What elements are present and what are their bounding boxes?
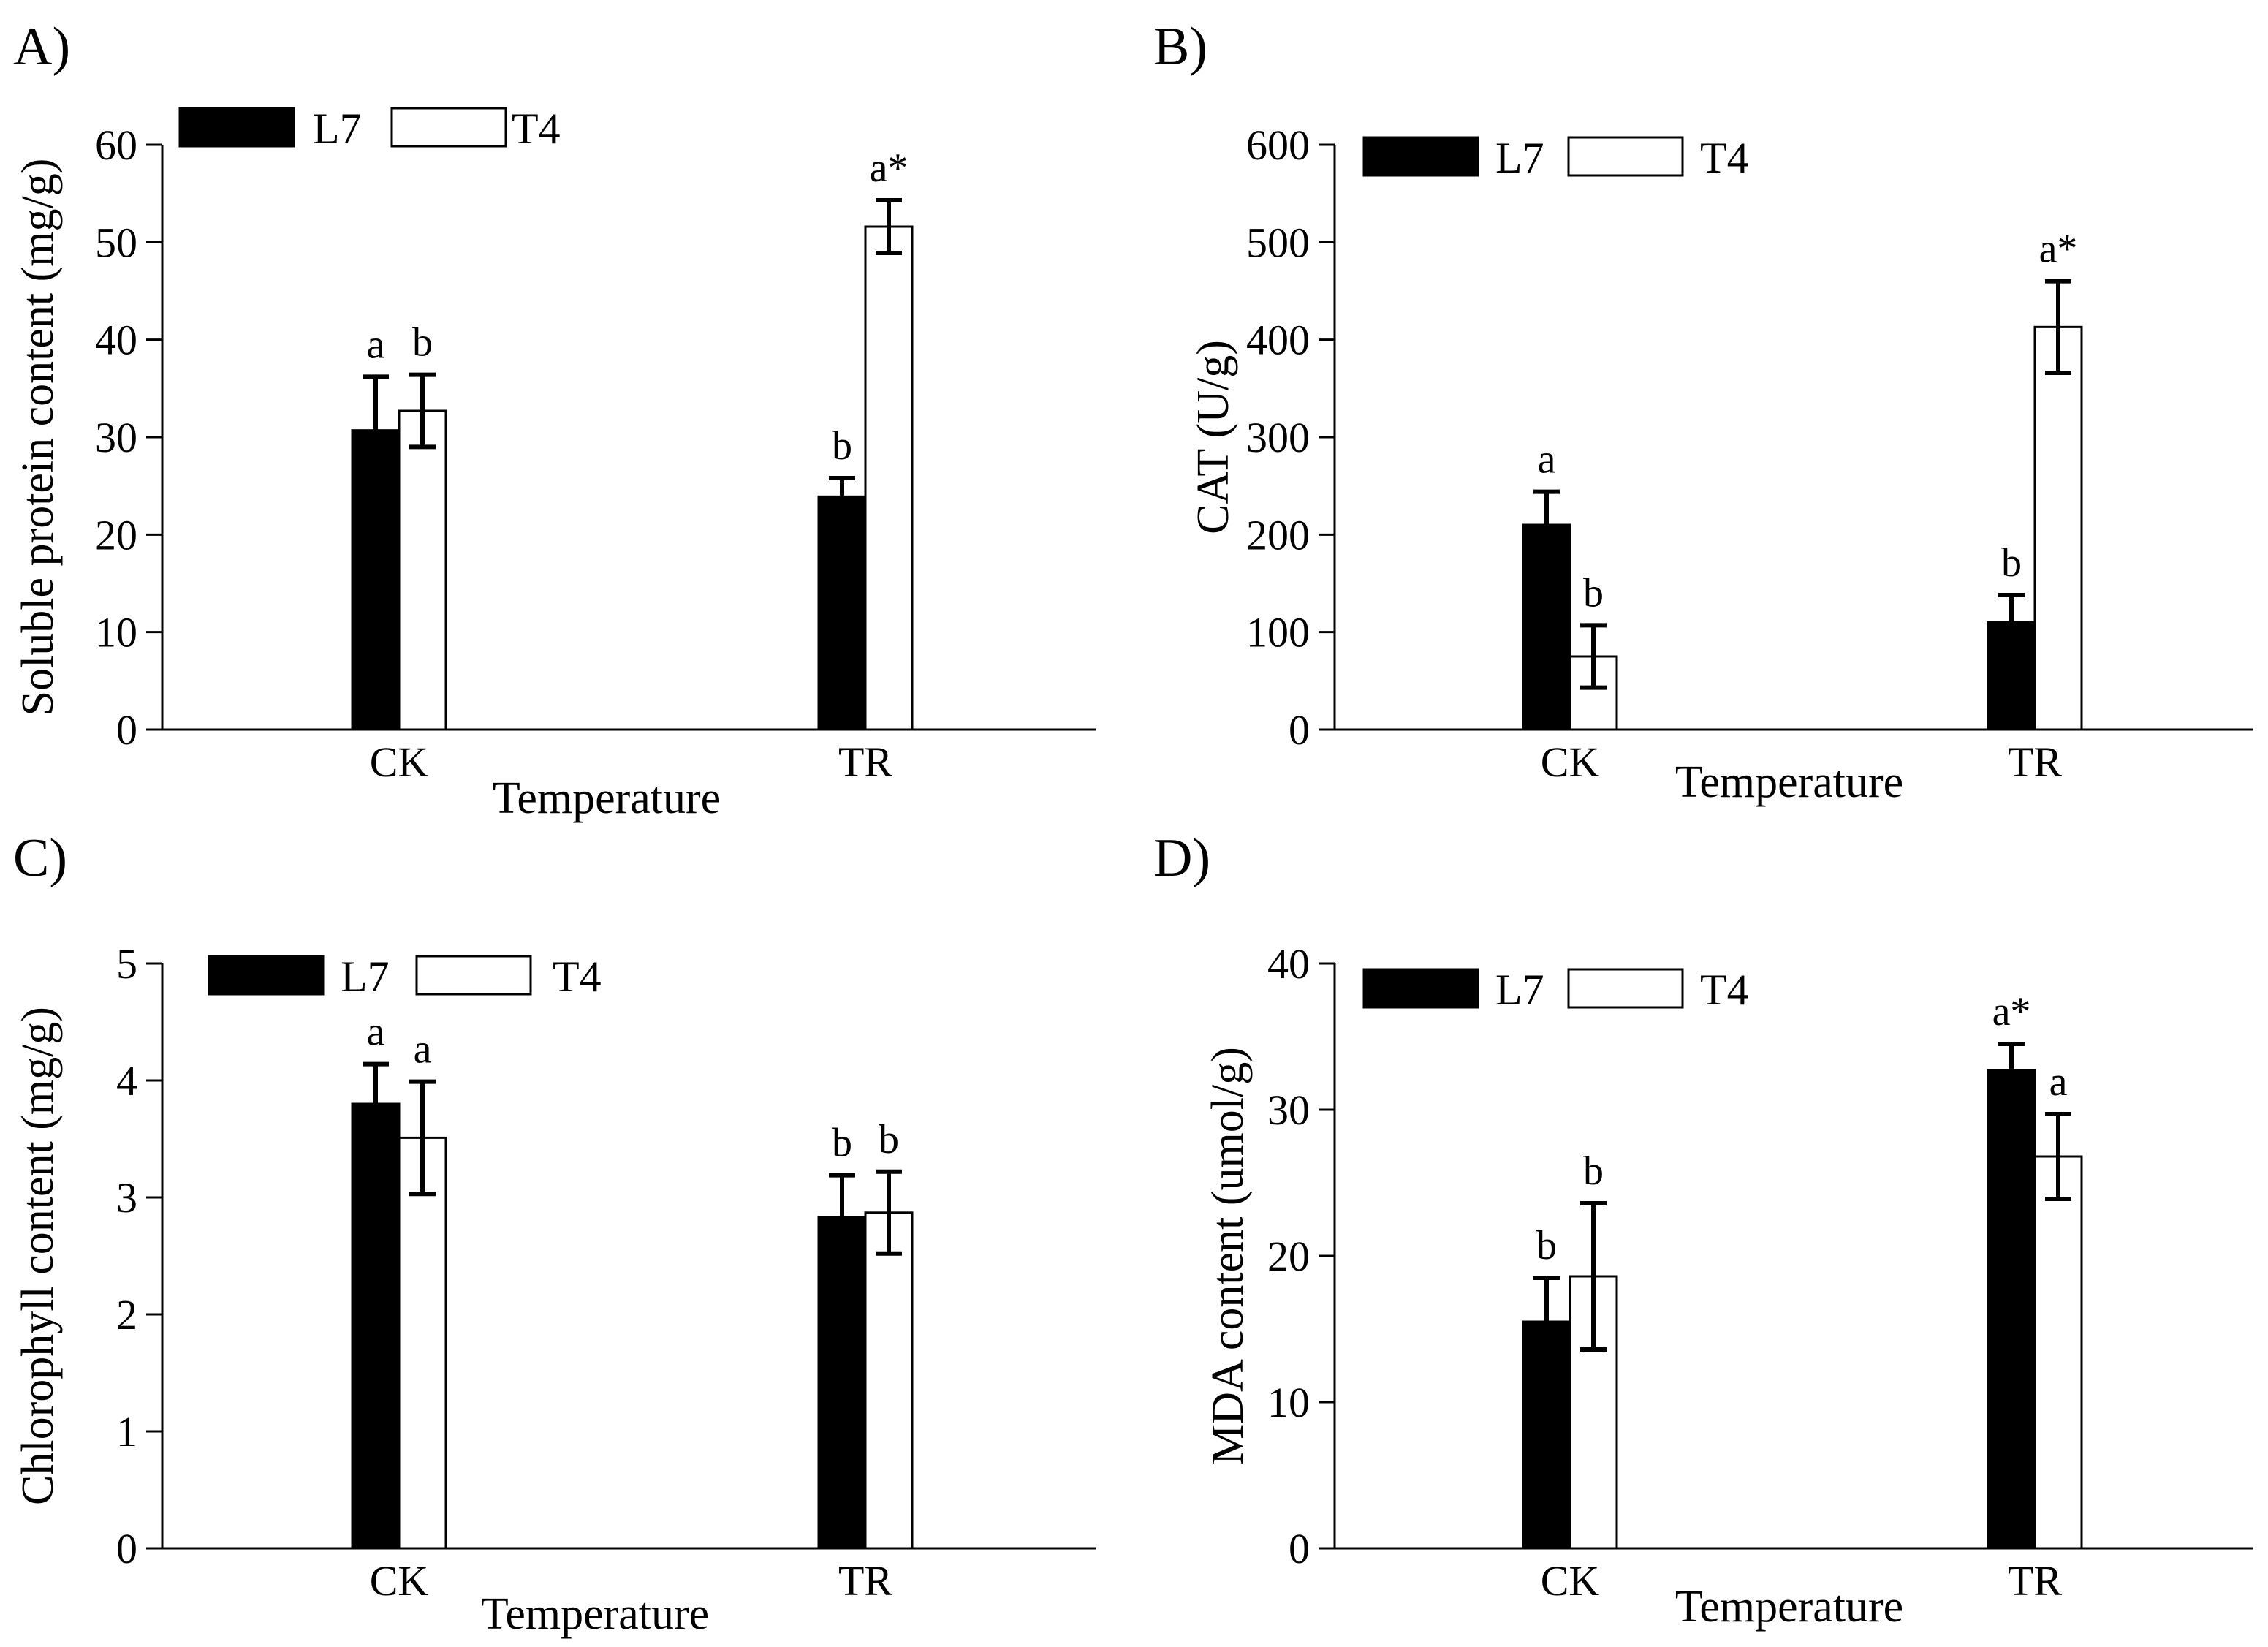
data-label: a* — [2039, 227, 2078, 272]
y-tick-label: 3 — [116, 1174, 137, 1222]
chart-panel-2: B) 0 100 200 300 400 500 600 CAT (U/g) CK TR Temper… — [1153, 17, 2253, 807]
panel-label: A) — [13, 17, 70, 77]
bar — [398, 409, 447, 731]
x-axis-label: Temperature — [493, 773, 721, 823]
data-label: b — [879, 1117, 899, 1162]
y-tick-label: 30 — [95, 414, 137, 461]
x-tick-label: TR — [2008, 738, 2062, 786]
legend-label: L7 — [1495, 134, 1544, 182]
y-tick-label: 5 — [116, 940, 137, 988]
legend-label: T4 — [1700, 134, 1749, 182]
y-tick-label: 10 — [95, 609, 137, 656]
legend-label: T4 — [1700, 966, 1749, 1014]
x-tick-label: CK — [1541, 738, 1600, 786]
x-tick-label: CK — [1541, 1557, 1600, 1605]
y-tick-label: 0 — [1289, 706, 1310, 754]
y-tick-label: 50 — [95, 219, 137, 266]
y-tick-label: 10 — [1267, 1379, 1310, 1426]
data-label: a — [2049, 1059, 2068, 1105]
data-label: b — [1583, 1148, 1604, 1194]
bar — [398, 1136, 447, 1550]
data-label: b — [832, 1121, 852, 1166]
legend-label: T4 — [553, 953, 602, 1001]
legend: L7 T4 — [1362, 134, 1749, 182]
legend-label: L7 — [1495, 966, 1544, 1014]
data-label: b — [1583, 570, 1604, 616]
panel-label: D) — [1153, 828, 1210, 888]
x-axis-label: Temperature — [1675, 1582, 1903, 1632]
legend: L7 T4 — [208, 953, 602, 1001]
chart-panel-3: C) 0 1 2 3 4 5 Chlorophyll content (mg/g) CK TR Te… — [13, 828, 1096, 1639]
x-tick-label: TR — [838, 738, 892, 786]
legend-label: L7 — [341, 953, 390, 1001]
bar — [351, 1102, 401, 1550]
y-axis-label: CAT (U/g) — [1188, 340, 1238, 534]
data-label: a — [414, 1027, 432, 1072]
y-tick-label: 500 — [1246, 219, 1310, 266]
data-label: a* — [870, 145, 909, 191]
data-label: b — [2001, 540, 2022, 586]
y-tick-label: 2 — [116, 1291, 137, 1339]
y-axis-label: MDA content (umol/g) — [1203, 1047, 1253, 1465]
legend-swatch — [1567, 968, 1684, 1009]
y-tick-label: 100 — [1246, 609, 1310, 656]
x-tick-label: CK — [370, 738, 429, 786]
data-label: a* — [1992, 989, 2031, 1034]
legend-swatch — [208, 955, 325, 996]
data-label: a — [1538, 437, 1556, 482]
bar — [2033, 1155, 2083, 1550]
legend-swatch — [1362, 968, 1479, 1009]
panel-label: B) — [1153, 17, 1207, 77]
legend-label: L7 — [313, 105, 362, 153]
bar — [864, 1211, 914, 1550]
x-axis-label: Temperature — [1675, 757, 1903, 807]
bar — [817, 1216, 867, 1550]
y-tick-label: 400 — [1246, 317, 1310, 364]
legend-swatch — [415, 955, 532, 996]
y-axis-label: Soluble protein content (mg/g) — [13, 159, 63, 716]
chart-panel-1: A) 0 10 20 30 40 50 60 Soluble protein content (… — [13, 17, 1096, 823]
y-tick-label: 0 — [116, 706, 137, 754]
chart-panel-4: D) 0 10 20 30 40 MDA content (umol/g) CK TR Tempe… — [1153, 828, 2253, 1632]
y-tick-label: 300 — [1246, 414, 1310, 461]
legend: L7 T4 — [1362, 966, 1749, 1014]
x-tick-label: TR — [838, 1557, 892, 1605]
y-tick-label: 4 — [116, 1057, 137, 1105]
legend-swatch — [390, 107, 507, 148]
y-tick-label: 60 — [95, 121, 137, 169]
bar — [2033, 325, 2083, 731]
legend-swatch — [1362, 136, 1479, 177]
bar — [817, 495, 867, 731]
x-tick-label: CK — [370, 1557, 429, 1605]
y-tick-label: 40 — [1267, 940, 1310, 988]
y-tick-label: 600 — [1246, 121, 1310, 169]
y-tick-label: 20 — [95, 511, 137, 559]
y-tick-label: 200 — [1246, 511, 1310, 559]
y-tick-label: 0 — [1289, 1525, 1310, 1572]
y-tick-label: 1 — [116, 1408, 137, 1455]
data-label: a — [367, 1010, 385, 1055]
y-tick-label: 30 — [1267, 1086, 1310, 1134]
legend-swatch — [178, 107, 295, 148]
legend-label: T4 — [512, 105, 561, 153]
data-label: b — [832, 423, 852, 469]
bar — [1987, 1069, 2036, 1550]
data-label: a — [367, 322, 385, 367]
x-tick-label: TR — [2008, 1557, 2062, 1605]
panel-label: C) — [13, 828, 67, 888]
y-tick-label: 40 — [95, 317, 137, 364]
data-label: b — [412, 320, 433, 366]
x-axis-label: Temperature — [481, 1589, 709, 1639]
y-tick-label: 0 — [116, 1525, 137, 1572]
legend-swatch — [1567, 136, 1684, 177]
y-tick-label: 20 — [1267, 1233, 1310, 1280]
bar — [864, 225, 914, 731]
data-label: b — [1536, 1223, 1557, 1268]
legend: L7 T4 — [178, 105, 561, 153]
y-axis-label: Chlorophyll content (mg/g) — [13, 1007, 63, 1505]
bar — [1569, 655, 1618, 731]
